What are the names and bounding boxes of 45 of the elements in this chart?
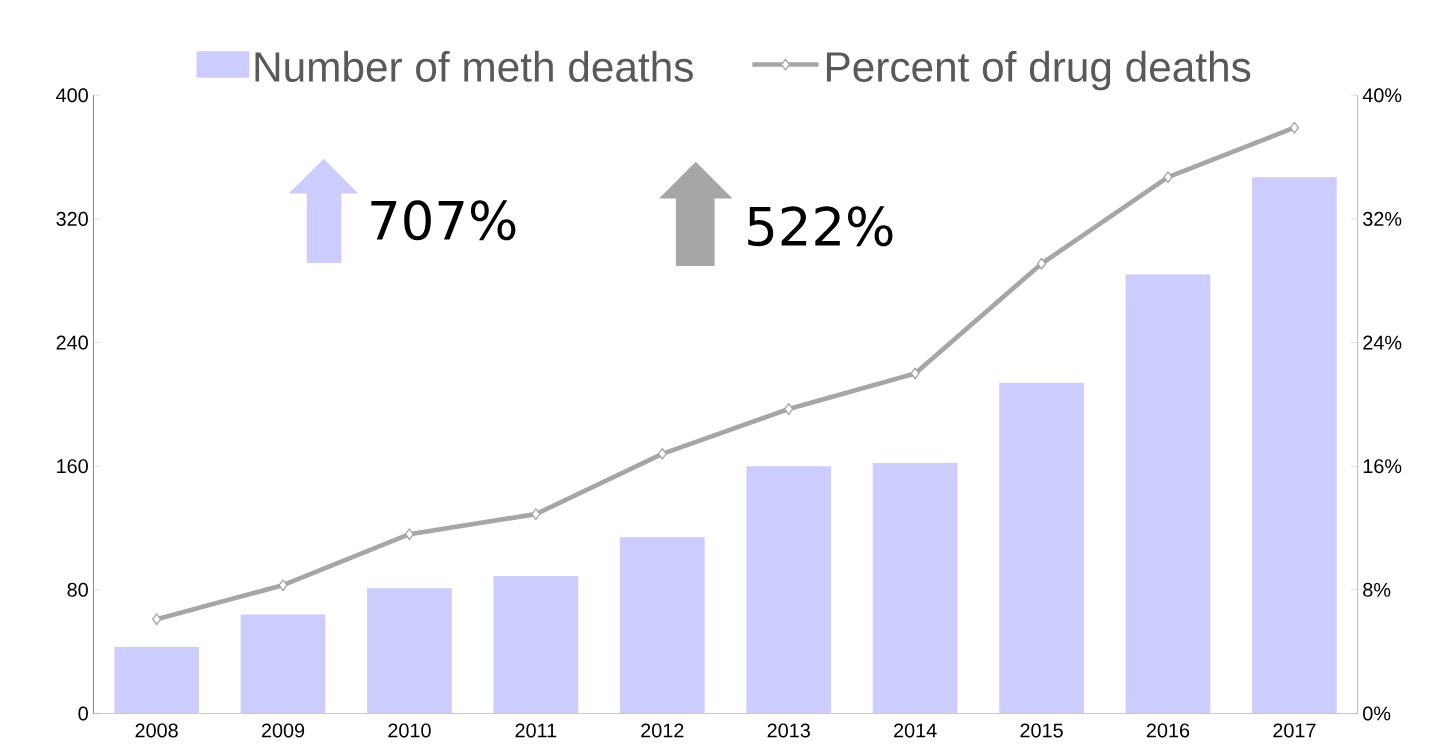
x-tick-label: 2012 <box>641 723 684 738</box>
x-tick-label: 2013 <box>767 723 810 738</box>
point <box>784 402 794 415</box>
bar <box>999 382 1084 714</box>
x-tick-label: 2014 <box>894 723 937 738</box>
x-tick-label: 2010 <box>388 723 431 738</box>
y-tick-label: 0 <box>78 706 88 721</box>
point <box>1036 257 1047 270</box>
bar <box>619 537 705 714</box>
point <box>910 367 920 380</box>
y2-tick-label: 32% <box>1363 211 1402 226</box>
bar <box>746 466 832 714</box>
y-tick-label: 400 <box>56 88 88 103</box>
bar <box>493 575 579 714</box>
y2-tick-label: 0% <box>1363 706 1391 721</box>
bar <box>872 463 958 714</box>
bar <box>240 614 326 714</box>
legend-label: Number of meth deaths <box>255 50 693 82</box>
legend-label: Percent of drug deaths <box>826 50 1251 91</box>
point <box>1163 171 1173 184</box>
y2-tick-label: 16% <box>1363 459 1402 474</box>
x-tick-label: 2015 <box>1020 723 1063 738</box>
y2-tick-label: 40% <box>1362 88 1402 103</box>
point <box>657 447 667 460</box>
point <box>278 579 288 592</box>
y-tick-label: 80 <box>67 582 88 597</box>
bar <box>1125 274 1211 714</box>
point <box>531 508 541 520</box>
x-tick-label: 2008 <box>135 723 178 738</box>
y-tick-label: 320 <box>56 211 88 226</box>
bar <box>114 646 199 714</box>
point <box>1289 121 1300 134</box>
bar <box>1252 177 1337 714</box>
x-tick-label: 2009 <box>261 723 305 738</box>
bar <box>367 588 452 714</box>
annotation: 522% <box>748 206 893 247</box>
point <box>151 613 162 626</box>
x-tick-label: 2017 <box>1273 723 1316 738</box>
y-tick-label: 240 <box>56 335 88 350</box>
x-tick-label: 2011 <box>515 723 557 738</box>
x-tick-label: 2016 <box>1146 723 1190 738</box>
y2-tick-label: 24% <box>1363 335 1402 350</box>
y-tick-label: 160 <box>57 459 88 474</box>
annotation: 707% <box>371 200 516 241</box>
y2-tick-label: 8% <box>1363 582 1391 597</box>
